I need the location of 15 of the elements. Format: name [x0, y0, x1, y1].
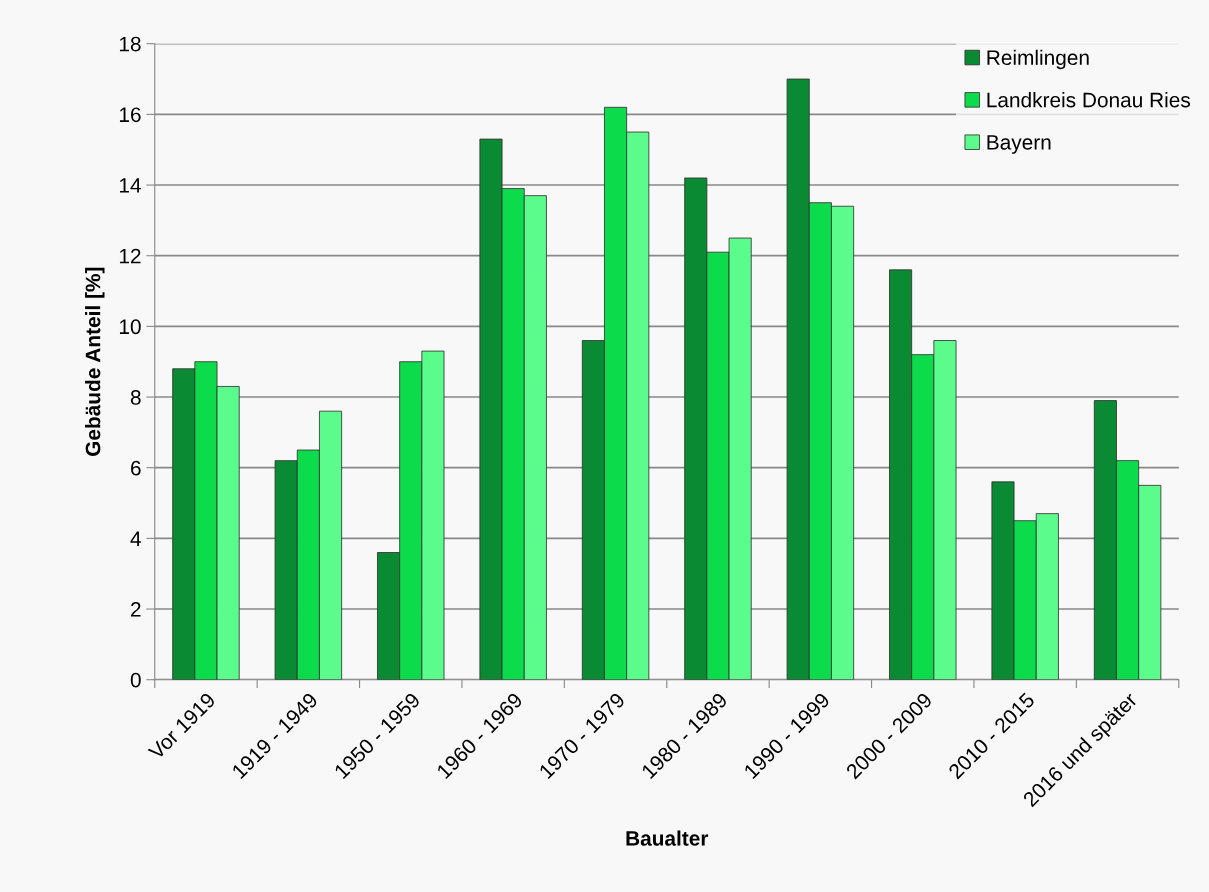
- legend-label: Reimlingen: [987, 49, 1089, 70]
- y-tick-label: 16: [119, 107, 141, 123]
- y-tick-label: 0: [130, 672, 141, 688]
- x-axis-title: Baualter: [626, 830, 709, 846]
- y-axis-title: Gebäude Anteil [%]: [85, 267, 105, 456]
- y-tick-label: 2: [131, 602, 141, 617]
- legend-label: Landkreis Donau Ries: [987, 92, 1191, 108]
- legend-label: Bayern: [987, 135, 1051, 154]
- y-tick-label: 12: [119, 248, 141, 264]
- y-tick-label: 6: [131, 460, 141, 476]
- y-tick-label: 8: [130, 390, 141, 405]
- y-tick-label: 10: [119, 319, 141, 335]
- y-tick-label: 14: [119, 178, 141, 193]
- y-tick-label: 4: [130, 531, 141, 546]
- y-tick-label: 18: [119, 36, 141, 52]
